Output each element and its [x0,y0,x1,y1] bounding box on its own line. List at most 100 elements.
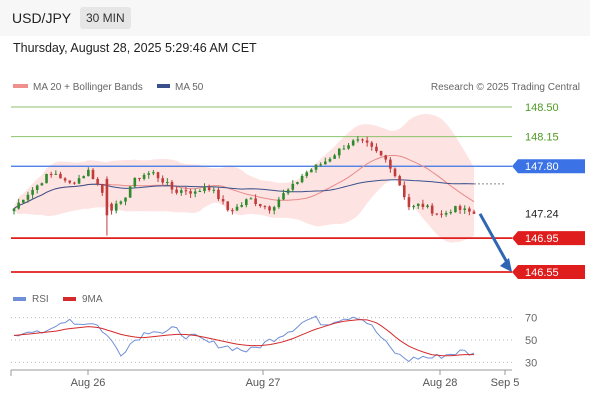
candle-body [319,164,322,166]
candle-body [342,148,346,150]
level-label-146.95: 146.95 [525,233,559,245]
candle-body [393,168,397,177]
candle-body [45,174,48,184]
level-tag-147.24 [512,206,585,221]
candle-body [235,206,239,211]
candle-body [440,213,443,215]
candle-body [142,174,146,179]
candle-body [240,205,243,207]
candle-body [68,180,72,183]
candle-body [286,189,290,194]
candle-body [133,177,137,187]
candle-body [110,203,113,211]
candle-body [54,173,58,175]
bollinger-band [14,114,474,243]
candle-body [361,139,364,141]
level-tag-146.95 [512,231,585,246]
candle-body [77,178,81,184]
candle-body [184,190,188,192]
candle-body [161,178,164,183]
candle-body [468,208,471,212]
candle-body [59,173,62,179]
rsi-tick-70: 70 [525,313,537,325]
candle-body [31,189,34,195]
candle-body [114,203,118,211]
ma20-legend-label: MA 20 + Bollinger Bands [33,82,143,93]
price-levels [11,106,512,273]
candle-body [179,190,183,193]
level-label-146.55: 146.55 [525,267,559,279]
candle-body [365,140,369,143]
candle-body [73,182,76,184]
candle-body [272,207,276,211]
candle-body [128,186,132,198]
candle-body [398,176,401,186]
candle-body [282,193,285,200]
candle-body [166,181,169,183]
candle-body [277,199,281,208]
candle-body [375,146,378,152]
candle-body [370,142,374,147]
candle-body [21,199,25,203]
rsi-tick-30: 30 [525,357,537,369]
candle-body [421,203,425,208]
candle-body [347,145,350,149]
candle-body [263,206,267,208]
candle-body [314,164,318,170]
rsi-legend-swatch [13,297,26,301]
forecast-arrow-line [478,213,511,267]
candle-body [463,208,467,210]
level-label-147.80: 147.80 [525,161,559,173]
candle-body [138,177,141,179]
candle-body [217,189,220,199]
candle-body [49,174,53,176]
level-label-147.24: 147.24 [525,209,559,221]
ma50-legend-swatch [157,84,170,88]
candle-body [119,201,123,204]
candle-body [212,189,216,191]
candle-body [189,191,192,194]
candle-body [384,155,388,160]
rsi-line [13,315,475,363]
candle-body [91,169,95,179]
candle-body [268,206,271,211]
research-credit: Research © 2025 Trading Central [431,82,580,93]
x-axis: Aug 26 Aug 27 Aug 28 Sep 5 [10,369,520,389]
x-tick-label: Aug 28 [423,377,458,389]
bollinger-band-area [14,114,474,243]
x-tick-label: Sep 5 [491,377,520,389]
candle-body [454,206,457,213]
candle-body [300,175,304,183]
candle-body [221,198,225,202]
level-tag-146.55 [512,265,585,279]
level-label-148.15: 148.15 [525,132,559,144]
candle-body [124,197,127,202]
candle-body [389,159,392,169]
candle-body [87,169,90,177]
candle-body [226,201,230,211]
candle-body [152,172,155,174]
candle-body [324,161,327,165]
timeframe-badge[interactable]: 30 MIN [80,7,131,29]
candle-body [328,158,332,162]
candle-body [40,183,44,186]
candle-body [379,151,383,156]
candle-body [356,139,360,141]
candle-body [305,172,309,176]
candle-body [193,191,197,194]
level-label-148.50: 148.50 [525,102,559,114]
candle-body [296,182,299,184]
rsi-tick-50: 50 [525,335,537,347]
candle-body [96,178,99,184]
candle-body [403,185,406,198]
pair-title: USD/JPY [12,10,72,26]
rsi-ma-line [13,319,474,357]
candle-body [105,178,109,216]
candle-body [12,208,16,212]
candle-body [26,194,30,200]
rsi-ma-legend-label: 9MA [82,294,103,305]
candle-body [426,205,429,208]
candle-body [407,197,411,208]
candle-body [207,187,211,191]
